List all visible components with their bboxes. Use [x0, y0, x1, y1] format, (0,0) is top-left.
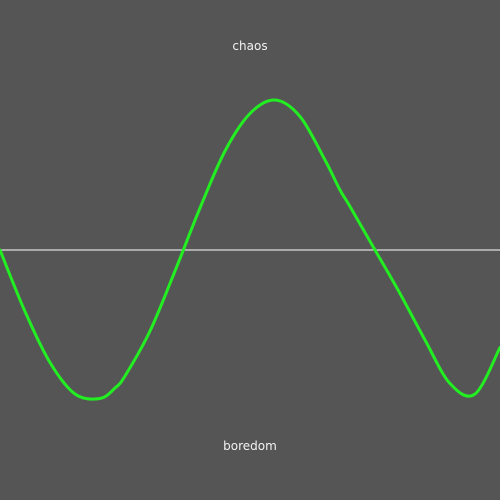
boredom-label: boredom	[223, 439, 277, 453]
curve-points	[0, 99, 500, 401]
sine-wave-line	[0, 98, 500, 401]
chaos-label: chaos	[232, 39, 268, 53]
